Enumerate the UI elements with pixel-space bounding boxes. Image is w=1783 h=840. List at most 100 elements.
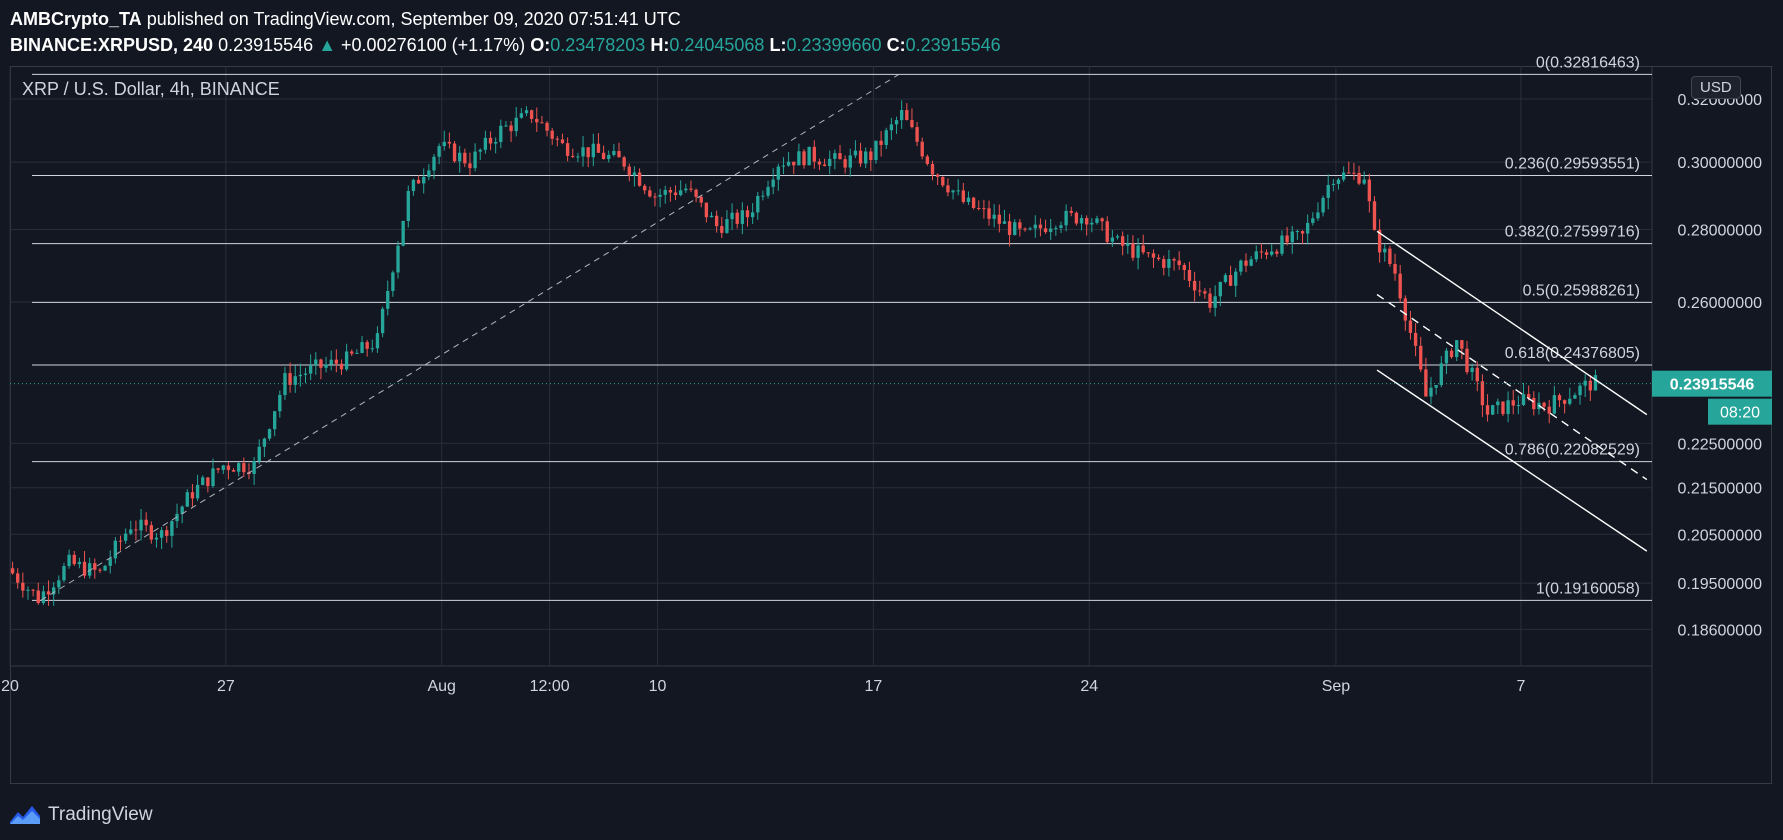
candle-body-up	[740, 210, 745, 224]
candle-body-down	[961, 190, 966, 202]
candle-body-up	[427, 170, 431, 177]
candle-body-up	[1552, 395, 1557, 414]
candle-body-up	[1254, 251, 1258, 260]
candle-body-down	[1419, 345, 1423, 370]
candle-body-up	[951, 190, 955, 193]
candle-body-down	[643, 185, 647, 191]
candle-body-up	[129, 529, 133, 534]
candle-body-up	[1239, 260, 1243, 272]
candle-body-down	[447, 141, 452, 144]
candle-body-up	[1311, 218, 1315, 223]
candle-body-up	[62, 566, 66, 581]
candle-body-down	[1562, 400, 1567, 404]
candle-body-up	[1064, 210, 1068, 226]
publication-header: AMBCrypto_TA published on TradingView.co…	[10, 6, 1770, 58]
candle-body-down	[550, 130, 554, 139]
candle-body-down	[838, 153, 842, 160]
open-label: O:	[530, 35, 551, 55]
candle-body-up	[1115, 236, 1120, 238]
candle-body-down	[1100, 218, 1104, 222]
tradingview-logo-icon	[10, 806, 40, 824]
candle-body-down	[560, 139, 565, 144]
candle-body-up	[514, 117, 518, 132]
fib-level-label: 0.786(0.22082529)	[1505, 442, 1640, 459]
candle-body-up	[1331, 183, 1336, 185]
candle-body-up	[1321, 197, 1325, 213]
candle-body-down	[925, 156, 930, 164]
candle-body-up	[41, 591, 46, 604]
candle-body-up	[894, 120, 899, 125]
candle-body-up	[1013, 222, 1017, 235]
candle-body-up	[1054, 227, 1058, 229]
candle-body-down	[915, 127, 919, 142]
candle-body-up	[396, 245, 400, 273]
publication-line: AMBCrypto_TA published on TradingView.co…	[10, 6, 1770, 32]
candle-body-down	[1120, 236, 1125, 246]
candle-body-up	[864, 151, 868, 164]
candle-body-down	[699, 196, 703, 203]
candle-body-down	[601, 152, 606, 159]
candle-body-up	[828, 158, 832, 167]
candle-body-down	[987, 208, 991, 219]
candle-body-down	[1023, 228, 1027, 230]
candle-body-up	[1059, 225, 1063, 228]
candle-body-down	[648, 190, 652, 197]
candle-body-down	[720, 226, 724, 233]
symbol-title[interactable]: XRP / U.S. Dollar, 4h, BINANCE	[22, 79, 280, 99]
candle-body-down	[21, 582, 25, 591]
candle-body-up	[756, 195, 760, 213]
candle-body-down	[1485, 405, 1490, 415]
candle-body-up	[344, 351, 349, 370]
candle-body-up	[776, 166, 780, 180]
candle-body-down	[1377, 229, 1382, 253]
candle-body-down	[668, 189, 673, 193]
candle-body-down	[488, 137, 493, 144]
candle-body-down	[714, 215, 719, 227]
candle-body-up	[797, 151, 801, 166]
author-name[interactable]: AMBCrypto_TA	[10, 9, 142, 29]
candle-body-down	[905, 110, 909, 120]
candle-body-down	[879, 140, 883, 145]
candle-body-up	[437, 146, 441, 157]
candle-body-up	[658, 194, 662, 197]
candle-body-down	[812, 146, 816, 162]
candle-body-down	[98, 569, 102, 571]
change-value: +0.00276100 (+1.17%)	[341, 35, 526, 55]
fib-trend-line	[40, 73, 900, 601]
x-tick-label: 24	[1080, 678, 1098, 695]
candle-body-up	[386, 290, 390, 309]
candle-body-down	[941, 176, 945, 186]
candle-body-down	[1542, 402, 1546, 407]
open-value: 0.23478203	[550, 35, 646, 55]
candle-body-down	[1182, 265, 1186, 270]
candle-body-up	[1218, 281, 1222, 297]
currency-badge[interactable]: USD	[1691, 76, 1741, 99]
candle-body-up	[108, 558, 112, 566]
candle-body-up	[1280, 235, 1284, 254]
candle-body-up	[992, 214, 996, 219]
candle-body-down	[1347, 172, 1351, 174]
candle-body-up	[524, 110, 529, 114]
candle-body-up	[1383, 248, 1387, 253]
candle-body-down	[216, 468, 220, 470]
candle-body-up	[1326, 184, 1330, 198]
candle-body-up	[442, 141, 446, 147]
candle-body-down	[206, 477, 210, 487]
candle-body-down	[1162, 259, 1166, 268]
tradingview-brand[interactable]: TradingView	[48, 804, 153, 825]
footer: TradingView	[8, 800, 153, 830]
candle-body-up	[262, 438, 267, 447]
candle-body-up	[1223, 275, 1228, 282]
candle-body-up	[499, 125, 503, 142]
candle-body-down	[622, 157, 626, 167]
candle-body-up	[761, 195, 765, 197]
candle-body-up	[833, 153, 837, 159]
candle-body-up	[77, 561, 82, 565]
symbol-ticker: BINANCE:XRPUSD, 240	[10, 35, 214, 55]
candle-body-up	[1079, 218, 1084, 224]
y-tick-label: 0.30000000	[1677, 155, 1762, 172]
candle-body-up	[1295, 231, 1300, 233]
candle-body-up	[750, 212, 755, 218]
candle-body-up	[1167, 259, 1171, 268]
